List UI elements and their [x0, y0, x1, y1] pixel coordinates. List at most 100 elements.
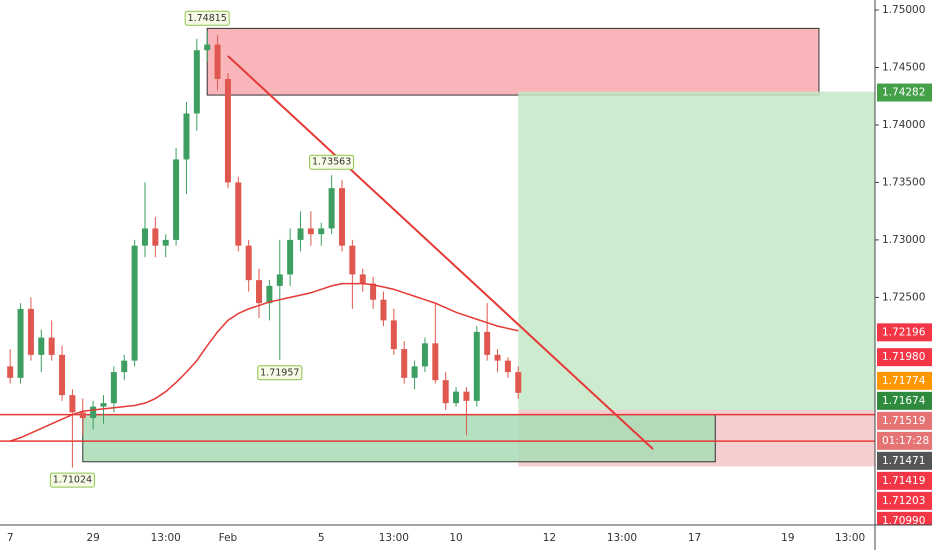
x-tick-label: 7 — [7, 532, 14, 544]
candle-body — [370, 283, 377, 300]
price-label: 1.71519 — [882, 415, 925, 427]
candle-body — [442, 380, 449, 404]
price-label: 1.71774 — [882, 375, 926, 387]
annotation: 1.71957 — [260, 367, 299, 378]
price-label: 1.71674 — [882, 395, 926, 407]
price-label-box — [877, 348, 932, 367]
y-tick-label: 1.73000 — [882, 234, 925, 246]
annotation-box — [49, 472, 95, 488]
candle-body — [421, 343, 428, 367]
candle-body — [235, 182, 242, 246]
candle-body — [204, 44, 211, 51]
candle-body — [224, 78, 231, 183]
price-label-box — [877, 511, 932, 525]
price-label-box — [877, 371, 932, 390]
price-label: 01:17:28 — [882, 435, 929, 447]
price-label-box — [877, 451, 932, 470]
candle-body — [297, 228, 304, 240]
moving-average — [9, 282, 519, 442]
candle-body — [504, 360, 511, 373]
x-tick-label: 13:00 — [835, 532, 865, 544]
zone — [206, 27, 820, 96]
price-label-box — [877, 471, 932, 490]
candle-body — [432, 343, 439, 381]
candle-body — [328, 188, 335, 229]
x-tick-label: 17 — [688, 532, 701, 544]
candle-body — [121, 360, 128, 373]
x-tick-label: 13:00 — [379, 532, 409, 544]
candle-body — [307, 228, 314, 235]
candle-body — [141, 228, 148, 246]
price-label: 1.71419 — [882, 475, 925, 487]
price-label: 1.74282 — [882, 87, 925, 99]
candle-body — [59, 354, 66, 396]
price-label-box — [877, 323, 932, 342]
candle-body — [214, 44, 221, 79]
candle-body — [183, 113, 190, 160]
price-label: 1.70990 — [882, 515, 925, 527]
y-tick-label: 1.73500 — [882, 176, 925, 188]
plot-area: 1.74815 1.73563 1.71957 1.71024 — [0, 10, 875, 488]
x-tick-label: 5 — [318, 532, 325, 544]
candle-body — [131, 245, 138, 361]
candle-body — [79, 412, 86, 419]
candle-body — [453, 391, 460, 404]
candle-body — [484, 331, 491, 355]
candle-body — [359, 274, 366, 284]
candle-body — [100, 403, 107, 407]
price-label: 1.72196 — [882, 326, 926, 338]
zone — [82, 414, 716, 463]
candle-body — [69, 395, 76, 413]
candle-body — [48, 337, 55, 355]
candle-body — [276, 274, 283, 286]
candle-body — [463, 391, 470, 401]
price-label: 1.71203 — [882, 495, 925, 507]
price-label-box — [877, 431, 932, 450]
x-tick-label: 13:00 — [607, 532, 637, 544]
candle-body — [349, 245, 356, 275]
price-axis: 1.75000 1.74500 1.74000 1.73500 1.73000 1.725… — [875, 4, 932, 527]
candle-body — [338, 188, 345, 246]
candle-body — [27, 308, 34, 355]
candle-body — [7, 366, 14, 378]
price-label-box — [877, 491, 932, 510]
annotation-box — [184, 10, 230, 26]
candle-body — [38, 337, 45, 355]
time-axis: 7 29 13:00 Feb 5 13:00 10 12 13:00 17 19 13:00 — [7, 532, 865, 544]
candle-body — [256, 280, 263, 304]
candle-body — [162, 239, 169, 246]
candle-body — [193, 50, 200, 114]
x-tick-label: 13:00 — [151, 532, 181, 544]
candle-body — [90, 406, 97, 419]
candle-body — [287, 239, 294, 275]
price-label: 1.71471 — [882, 455, 925, 467]
price-label-box — [877, 83, 932, 102]
x-tick-label: 19 — [781, 532, 794, 544]
y-tick-label: 1.74500 — [882, 61, 925, 73]
candle-body — [380, 299, 387, 321]
candle-body — [494, 354, 501, 361]
annotation: 1.73563 — [312, 157, 351, 168]
x-tick-label: 29 — [86, 532, 99, 544]
trendline — [227, 55, 654, 450]
price-label-box — [877, 391, 932, 410]
candle-body — [515, 372, 522, 393]
candle-body — [411, 366, 418, 378]
candle-body — [173, 159, 180, 240]
y-tick-label: 1.72500 — [882, 291, 925, 303]
candle-body — [110, 372, 117, 404]
candle-body — [473, 331, 480, 401]
price-label-box — [877, 411, 932, 430]
x-tick-label: 12 — [543, 532, 556, 544]
candle-body — [401, 349, 408, 378]
x-tick-label: Feb — [219, 532, 238, 544]
annotation: 1.74815 — [188, 13, 227, 24]
price-label: 1.71980 — [882, 351, 925, 363]
candle-body — [17, 308, 24, 378]
candle-body — [266, 285, 273, 304]
candle-body — [390, 320, 397, 350]
y-tick-label: 1.74000 — [882, 119, 925, 131]
zone — [518, 91, 875, 411]
